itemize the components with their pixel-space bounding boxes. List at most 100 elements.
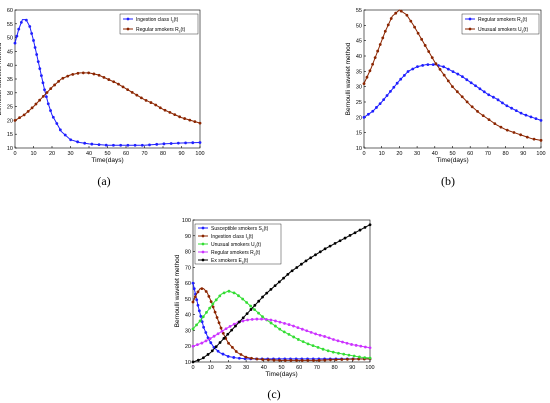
data-point	[340, 358, 344, 361]
data-point	[249, 304, 252, 308]
data-point	[34, 102, 38, 106]
data-point	[274, 319, 277, 323]
data-point	[126, 143, 130, 147]
data-point	[196, 290, 200, 294]
y-tick-label: 15	[356, 131, 362, 137]
x-tick-label: 0	[191, 365, 194, 371]
data-point	[381, 36, 385, 40]
data-point	[209, 341, 213, 345]
data-point	[204, 331, 208, 334]
data-point	[30, 106, 34, 110]
data-point	[329, 358, 332, 362]
y-tick-label: 15	[7, 132, 13, 138]
chart-panel-c: 0 10 20 30 40 50 60 70 80 90 100102030405060708090…	[174, 218, 375, 401]
data-point	[222, 291, 226, 295]
y-tick-label: 60	[185, 281, 191, 287]
data-point	[493, 122, 497, 126]
data-point	[331, 350, 335, 354]
data-point	[395, 81, 399, 85]
y-tick-label: 50	[7, 36, 13, 42]
data-point	[371, 62, 375, 66]
x-tick-label: 20	[396, 151, 402, 157]
data-point	[455, 90, 459, 94]
data-point	[184, 141, 187, 145]
data-point	[218, 341, 222, 344]
data-point	[226, 354, 230, 358]
data-point	[350, 343, 353, 346]
data-point	[389, 90, 392, 93]
y-tick-label: 10	[356, 146, 362, 152]
data-point	[300, 359, 304, 362]
data-point	[237, 294, 240, 298]
data-point	[49, 87, 53, 91]
data-point	[501, 101, 504, 105]
data-point	[45, 91, 49, 94]
data-point	[112, 80, 116, 84]
y-tick-label: 50	[185, 297, 191, 303]
panel-caption: (a)	[97, 174, 110, 188]
data-point	[193, 295, 197, 299]
data-point	[218, 294, 222, 298]
data-point	[69, 138, 73, 142]
y-tick-label: 40	[7, 63, 13, 69]
data-point	[409, 19, 413, 23]
legend-box	[119, 13, 199, 35]
data-point	[312, 359, 315, 362]
data-point	[368, 346, 372, 350]
data-point	[505, 104, 509, 108]
data-point	[524, 113, 528, 117]
chart-panel-b: 0 10 20 30 40 50 60 70 80 90 100101520253035404550…	[345, 8, 546, 188]
legend-swatch-marker	[201, 250, 205, 254]
data-point	[273, 324, 277, 328]
data-point	[309, 330, 313, 334]
data-point	[286, 272, 290, 276]
data-point	[191, 281, 195, 285]
data-point	[416, 65, 419, 69]
data-point	[362, 115, 366, 119]
data-point	[257, 299, 261, 303]
legend-swatch-marker	[201, 226, 205, 230]
data-point	[71, 72, 75, 76]
y-tick-label: 40	[356, 54, 362, 60]
data-point	[234, 324, 237, 328]
legend-label: Susceptible smokers Ss(t)	[211, 226, 269, 233]
x-tick-label: 50	[278, 365, 284, 371]
x-tick-label: 10	[30, 151, 36, 157]
x-axis-label: Time(days)	[436, 157, 468, 164]
x-tick-label: 100	[195, 151, 204, 157]
data-point	[195, 323, 198, 327]
data-point	[278, 320, 282, 324]
data-point	[534, 117, 538, 121]
data-point	[363, 356, 367, 359]
data-point	[169, 142, 173, 145]
data-point	[529, 115, 533, 119]
y-tick-label: 55	[7, 22, 13, 28]
data-point	[343, 236, 347, 240]
x-tick-label: 30	[243, 365, 249, 371]
data-point	[140, 143, 144, 147]
data-point	[224, 327, 228, 331]
data-point	[519, 111, 523, 115]
data-point	[292, 335, 296, 339]
series-1	[13, 71, 202, 125]
data-point	[314, 253, 317, 257]
data-point	[192, 287, 196, 291]
data-point	[226, 332, 230, 336]
data-point	[273, 284, 277, 288]
data-point	[30, 32, 34, 35]
data-point	[366, 112, 370, 116]
data-point	[176, 141, 180, 145]
data-point	[17, 27, 21, 31]
y-tick-label: 60	[7, 8, 13, 14]
x-tick-label: 70	[314, 365, 320, 371]
data-point	[278, 327, 282, 331]
data-point	[212, 334, 216, 338]
data-point	[207, 295, 211, 298]
data-point	[66, 74, 70, 78]
data-point	[358, 228, 362, 232]
x-tick-label: 60	[123, 151, 129, 157]
data-point	[292, 324, 295, 328]
data-point	[97, 73, 101, 77]
x-tick-label: 40	[86, 151, 92, 157]
y-tick-label: 80	[185, 250, 191, 256]
